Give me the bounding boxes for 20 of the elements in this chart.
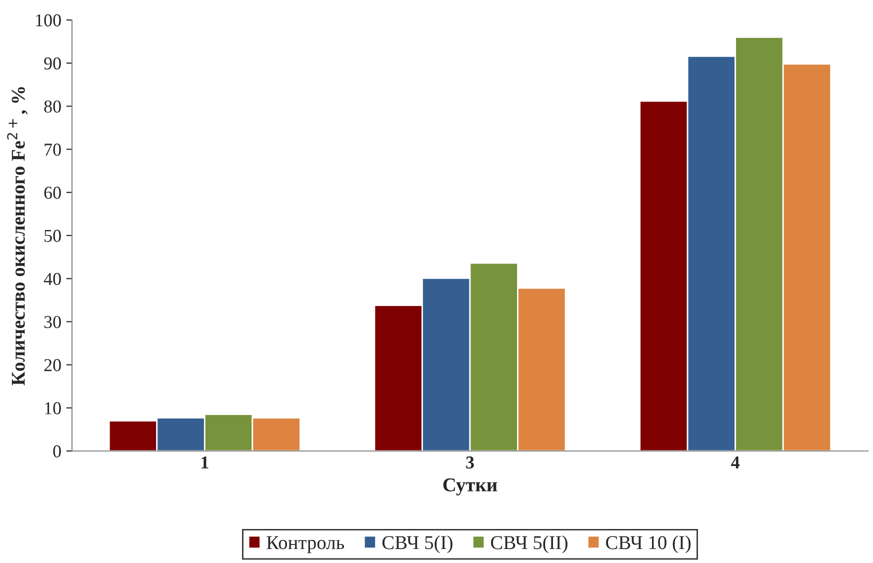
y-tick-label: 60 (44, 186, 61, 199)
legend-label: СВЧ 5(II) (490, 536, 568, 554)
y-tick-label: 40 (44, 272, 61, 286)
x-tick-label: 1 (202, 456, 208, 468)
x-axis-title: Сутки (443, 478, 498, 496)
y-tick-label: 20 (44, 359, 61, 372)
legend-label: СВЧ 5(I) (382, 536, 452, 554)
y-tick-label: 10 (45, 402, 61, 414)
x-tick-label: 4 (731, 456, 740, 468)
x-tick-label: 3 (466, 456, 474, 469)
legend-label: Контроль (266, 536, 344, 554)
y-tick-label: 80 (44, 100, 61, 113)
y-tick-label: 30 (44, 316, 61, 328)
y-tick-label: 100 (36, 14, 61, 26)
y-tick-label: 70 (44, 144, 61, 156)
y-tick-label: 50 (44, 230, 61, 242)
y-tick-label: 90 (44, 57, 61, 70)
legend-label: СВЧ 10 (I) (606, 536, 691, 554)
y-tick-label: 0 (53, 445, 61, 458)
y-axis-title: Количество окисленного Fe$^{2+}$, % (7, 87, 28, 386)
